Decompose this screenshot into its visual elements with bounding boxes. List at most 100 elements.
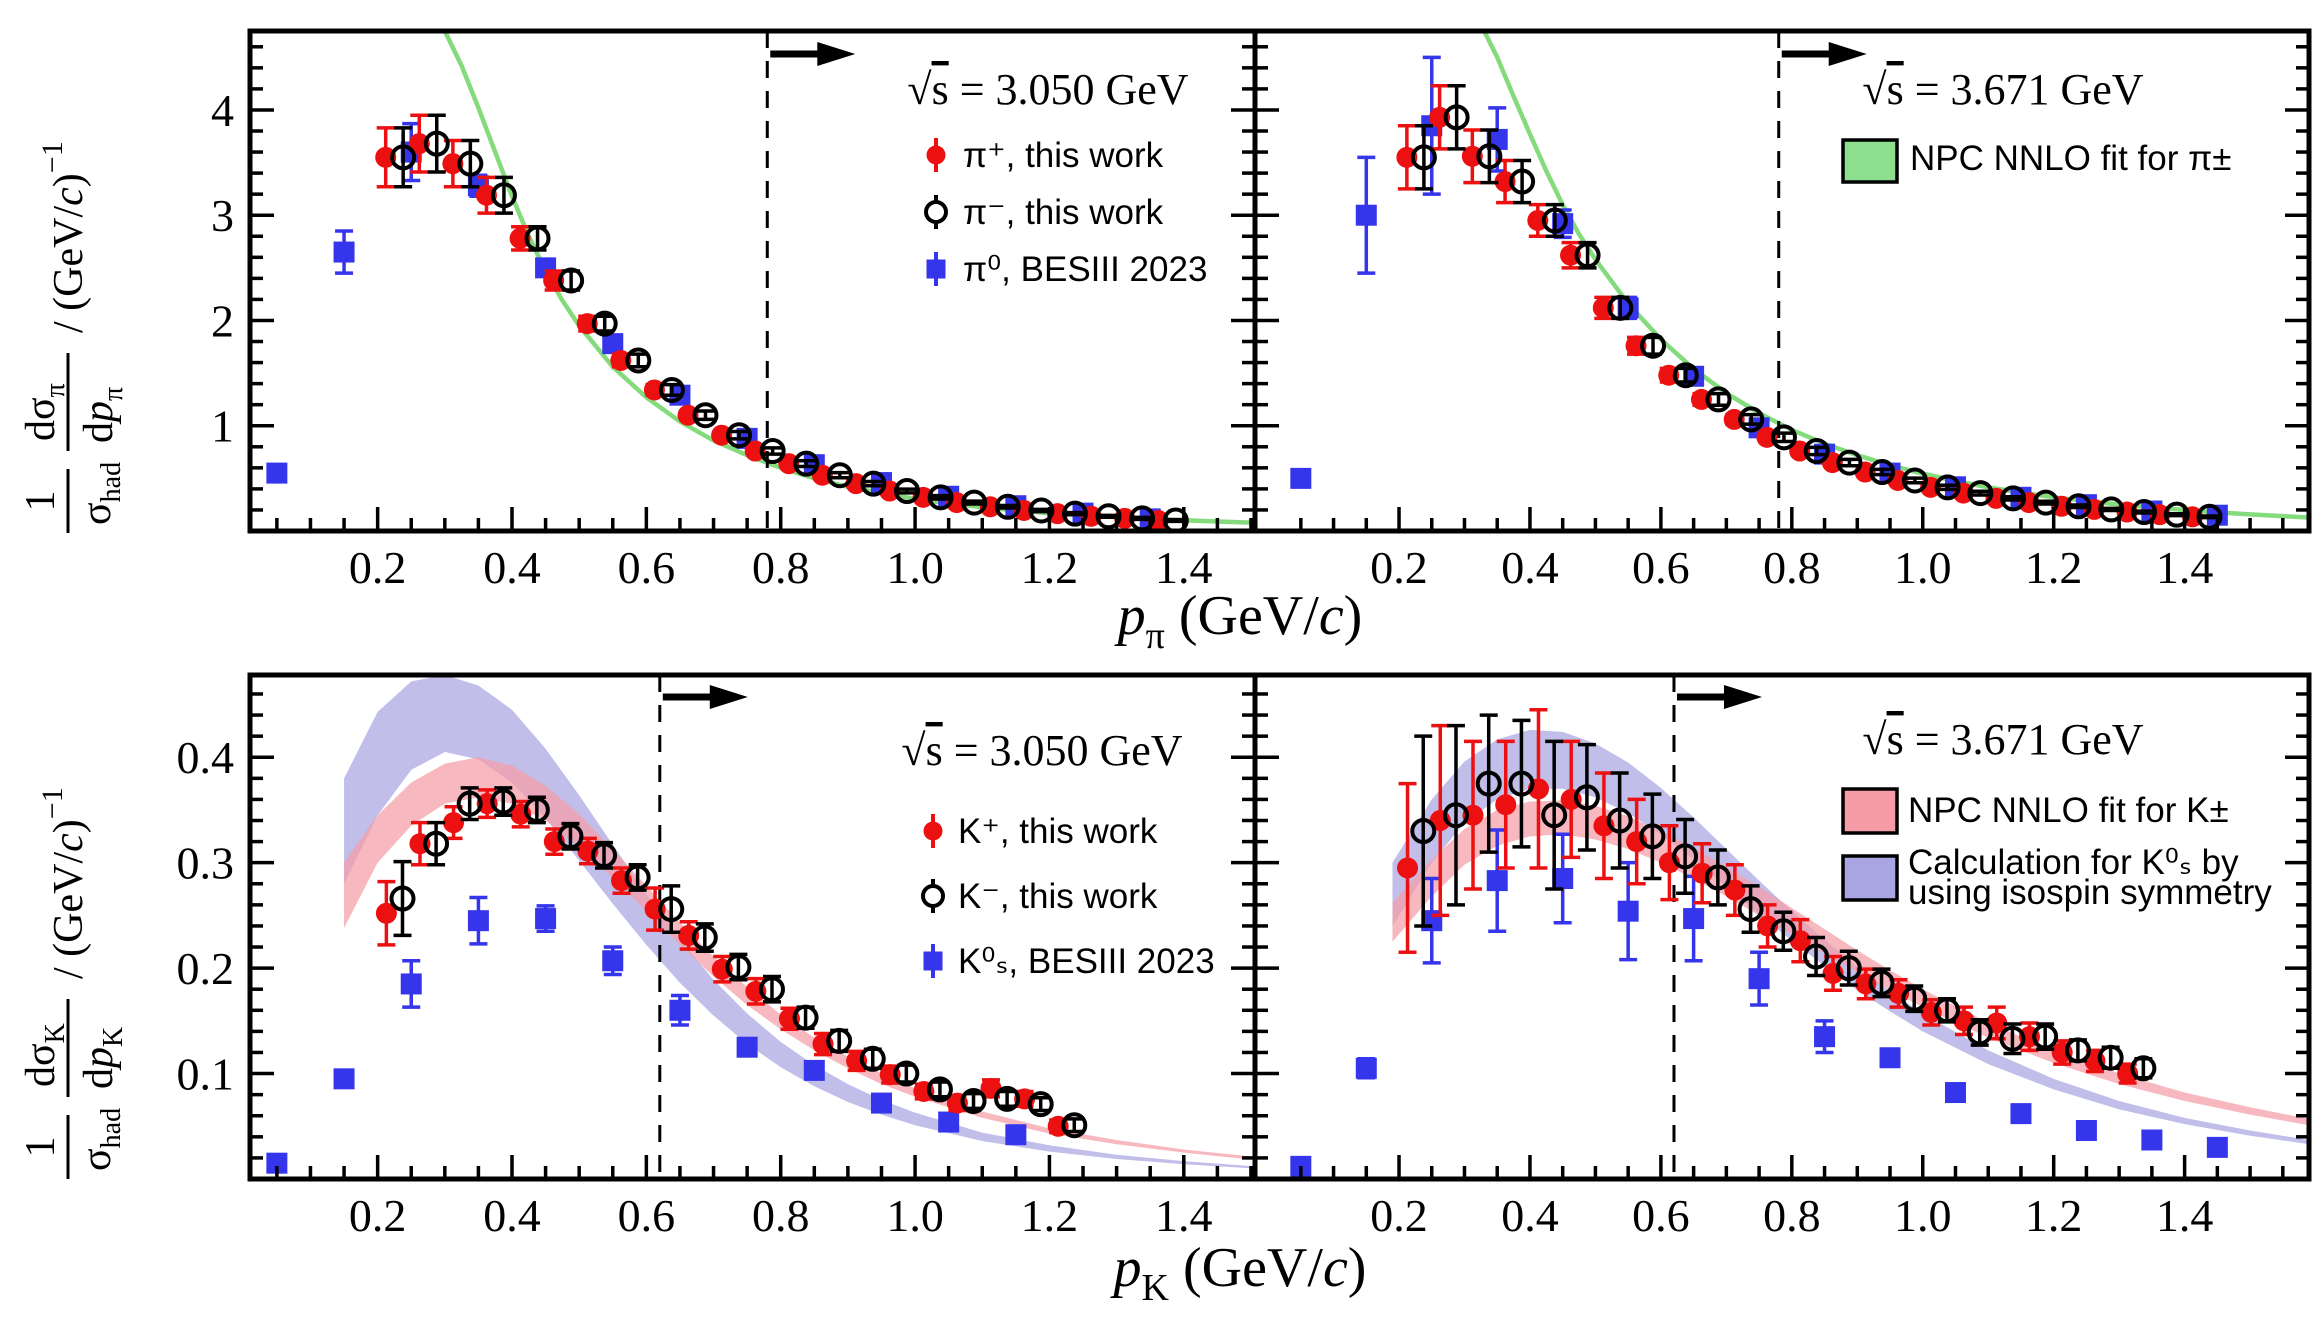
x-tick-label: 1.0 — [886, 1190, 944, 1241]
x-tick-label: 0.6 — [618, 542, 676, 593]
label: σhad — [74, 462, 127, 525]
k-minus-series — [389, 786, 1088, 1139]
legend-energy-label: √s = 3.050 GeV — [907, 65, 1188, 114]
x-tick-label: 1.2 — [2025, 1190, 2083, 1241]
legend-entry-blue-square — [926, 252, 946, 286]
panel-k_3050: 0.2 0.4 0.6 0.8 1.0 1.2 1.4 0.1 0.2 0.3 0.4 √s = 3.… — [177, 672, 1258, 1241]
legend-swatch-pink-box — [1841, 787, 1899, 835]
y-tick-label: 0.4 — [177, 732, 235, 783]
x-tick-label: 0.2 — [1370, 542, 1428, 593]
x-tick-label: 0.6 — [1632, 542, 1690, 593]
legend-swatch-purple-box — [1841, 854, 1899, 902]
legend-entry-label: K⁻, this work — [958, 877, 1158, 916]
plot-area-pi_3050 — [266, 31, 1255, 531]
besiii-neutral-series — [1290, 828, 2228, 1177]
legend-entry-label: NPC NNLO fit for K± — [1908, 791, 2229, 830]
legend-k_3050: √s = 3.050 GeV K⁺, this work K⁻, this work… — [901, 726, 1214, 981]
legend-k_3671: √s = 3.671 GeV NPC NNLO fit for K± Calcula… — [1841, 715, 2272, 912]
y-tick-label: 0.1 — [177, 1049, 235, 1100]
legend-energy-label: √s = 3.671 GeV — [1862, 65, 2143, 114]
legend-entry-label: π⁰, BESIII 2023 — [963, 250, 1207, 289]
besiii-neutral-series — [266, 895, 1027, 1174]
plot-area-k_3050 — [266, 675, 1255, 1179]
x-tick-label: 0.6 — [618, 1190, 676, 1241]
legend-entry-label: π⁺, this work — [963, 136, 1164, 175]
x-tick-label: 1.4 — [1155, 542, 1213, 593]
label: dσK — [18, 1023, 71, 1087]
right-arrow-icon — [770, 42, 856, 66]
right-arrow-icon — [662, 685, 748, 709]
label: / (GeV/c)−1 — [36, 141, 92, 333]
isospin-symmetry-band — [344, 675, 1255, 1169]
label: dpπ — [76, 387, 129, 443]
legend-entry-label: using isospin symmetry — [1908, 873, 2272, 912]
label: dpK — [76, 1027, 129, 1089]
right-arrow-icon — [1676, 685, 1762, 709]
x-tick-label: 0.8 — [1763, 1190, 1821, 1241]
y-tick-label: 2 — [211, 295, 234, 346]
x-tick-label: 1.0 — [886, 542, 944, 593]
x-tick-label: 0.4 — [483, 1190, 541, 1241]
legend-entry-open-circle — [924, 195, 948, 229]
x-tick-label: 1.2 — [2025, 542, 2083, 593]
x-tick-label: 0.2 — [1370, 1190, 1428, 1241]
x-tick-label: 1.4 — [2156, 1190, 2214, 1241]
x-axis-title-pion: pπ (GeV/c) — [1114, 585, 1363, 657]
x-tick-label: 0.8 — [1763, 542, 1821, 593]
x-tick-label: 1.0 — [1894, 542, 1952, 593]
label: 1 — [18, 491, 64, 512]
besiii-neutral-series — [1290, 55, 2228, 526]
pi-minus-series — [390, 113, 1189, 531]
besiii-neutral-series — [266, 121, 1161, 530]
pi-minus-series — [1410, 83, 2223, 530]
y-tick-label: 1 — [211, 401, 234, 452]
x-tick-label: 1.2 — [1021, 1190, 1079, 1241]
axis-ticks — [250, 692, 1255, 1179]
x-tick-label: 0.8 — [752, 1190, 810, 1241]
legend-entry-label: K⁰ₛ, BESIII 2023 — [958, 942, 1215, 981]
label: / (GeV/c)−1 — [36, 787, 92, 979]
legend-entry-label: Calculation for K⁰ₛ by — [1908, 843, 2239, 882]
legend-swatch-green-box — [1841, 138, 1899, 184]
label: 1 — [18, 1137, 64, 1158]
legend-entry-label: NPC NNLO fit for π± — [1910, 139, 2231, 178]
y-tick-label: 0.3 — [177, 838, 235, 889]
panel-k_3671: 0.2 0.4 0.6 0.8 1.0 1.2 1.4 √s = 3.671 GeV NPC N… — [1252, 672, 2312, 1241]
label: σhad — [74, 1108, 127, 1171]
y-tick-label: 4 — [211, 85, 234, 136]
x-tick-label: 1.4 — [2156, 542, 2214, 593]
legend-entry-blue-square — [923, 944, 943, 978]
legend-pi_3671: √s = 3.671 GeV NPC NNLO fit for π± — [1841, 65, 2231, 184]
pi-plus-series — [375, 113, 1169, 531]
legend-entry-red-dot — [923, 814, 943, 848]
x-tick-label: 0.2 — [349, 1190, 407, 1241]
nnlo-fit-band-kaon — [344, 757, 1255, 1161]
legend-energy-label: √s = 3.050 GeV — [901, 726, 1182, 775]
x-tick-label: 1.2 — [1021, 542, 1079, 593]
legend-entry-red-dot — [926, 138, 946, 172]
x-axis-title-kaon: pK (GeV/c) — [1110, 1237, 1367, 1309]
x-tick-label: 1.0 — [1894, 1190, 1952, 1241]
y-tick-label: 3 — [211, 190, 234, 241]
legend-pi_3050: √s = 3.050 GeV π⁺, this work π⁻, this work… — [907, 65, 1207, 289]
plot-area-pi_3671 — [1290, 31, 2309, 531]
y-tick-label: 0.2 — [177, 943, 235, 994]
k-minus-series — [1410, 713, 2157, 1082]
axis-ticks — [1255, 692, 2309, 1179]
plot-frame — [1252, 28, 2312, 534]
legend-entry-label: K⁺, this work — [958, 812, 1158, 851]
axis-ticks — [1255, 45, 2309, 531]
x-tick-label: 0.4 — [483, 542, 541, 593]
isospin-symmetry-band — [1392, 729, 2309, 1145]
legend-entry-label: π⁻, this work — [963, 193, 1164, 232]
legend-energy-label: √s = 3.671 GeV — [1862, 715, 2143, 764]
nnlo-fit-band-kaon — [1392, 800, 2309, 1126]
legend-entry-open-circle — [921, 879, 945, 913]
plot-area-k_3671 — [1290, 675, 2309, 1179]
label: dσπ — [18, 383, 71, 441]
x-tick-label: 0.8 — [752, 542, 810, 593]
panel-pi_3671: 0.2 0.4 0.6 0.8 1.0 1.2 1.4 √s = 3.671 GeV NPC N… — [1252, 28, 2312, 593]
